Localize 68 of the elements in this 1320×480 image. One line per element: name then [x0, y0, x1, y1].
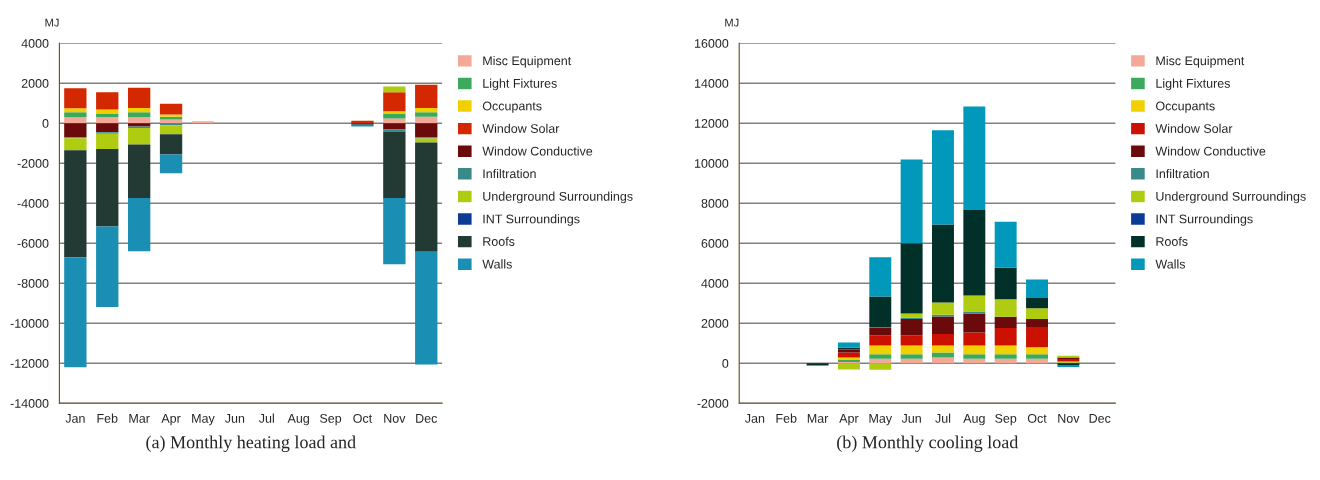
x-tick-label: Jun — [901, 414, 921, 423]
y-tick-label: 0 — [42, 119, 49, 128]
x-tick-label: Jul — [258, 413, 274, 423]
legend-label: Walls — [482, 259, 512, 269]
text: (a) Monthly heating load and — [146, 435, 356, 453]
legend-label: Underground Surroundings — [483, 191, 633, 204]
x-tick-label: Nov — [384, 414, 406, 423]
y-tick-label: -2000 — [17, 159, 49, 168]
x-tick-label: Aug — [963, 414, 985, 426]
y-tick-label: 6000 — [701, 239, 729, 248]
y-tick-label: 8000 — [701, 199, 729, 208]
legend-label: Occupants — [482, 101, 542, 113]
legend-label: Infiltration — [483, 168, 536, 179]
y-tick-label: -10000 — [10, 319, 49, 328]
y-tick-label: 14000 — [694, 79, 729, 88]
x-tick-label: Feb — [776, 413, 797, 423]
legend-label: Light Fixtures — [483, 78, 557, 91]
y-tick-label: -8000 — [17, 279, 49, 288]
y-tick-label: 4000 — [21, 39, 49, 48]
x-tick-label: May — [192, 414, 215, 426]
x-tick-label: Nov — [1058, 414, 1080, 423]
legend-label: Light Fixtures — [1156, 78, 1230, 91]
legend-label: Occupants — [1156, 101, 1215, 113]
x-tick-label: Dec — [416, 414, 438, 423]
y-tick-label: 10000 — [694, 159, 729, 168]
legend-label: Roofs — [483, 236, 515, 246]
x-tick-label: Oct — [353, 413, 373, 423]
x-tick-label: Oct — [1027, 413, 1047, 423]
y-tick-label: 0 — [722, 359, 729, 368]
x-tick-label: Feb — [97, 413, 118, 423]
x-tick-label: Jan — [65, 414, 85, 423]
y-axis-title: MJ — [45, 18, 59, 27]
x-tick-label: Mar — [129, 414, 150, 423]
x-tick-label: Sep — [320, 413, 342, 426]
y-tick-label: -4000 — [17, 199, 49, 208]
legend-label: Window Solar — [482, 123, 560, 133]
legend-label: Misc Equipment — [483, 56, 572, 68]
x-tick-label: Apr — [161, 414, 181, 426]
x-tick-label: Jul — [935, 413, 951, 423]
legend-label: INT Surroundings — [1156, 214, 1253, 226]
legend-label: INT Surroundings — [483, 214, 580, 226]
y-tick-label: -2000 — [697, 399, 729, 408]
y-tick-label: -12000 — [10, 359, 49, 368]
legend-label: Window Conductive — [1155, 146, 1266, 156]
y-tick-label: 16000 — [694, 39, 729, 48]
legend-label: Window Conductive — [482, 146, 593, 156]
legend-label: Underground Surroundings — [1156, 191, 1306, 204]
x-tick-label: Jan — [744, 414, 765, 423]
x-tick-label: Jun — [224, 414, 245, 423]
legend-label: Infiltration — [1156, 168, 1209, 179]
y-tick-label: -14000 — [10, 399, 49, 408]
x-tick-label: Dec — [1089, 414, 1111, 423]
y-tick-label: 2000 — [21, 79, 49, 88]
text: (b) Monthly cooling load — [837, 435, 1019, 453]
legend-label: Roofs — [1156, 236, 1188, 246]
x-tick-label: Mar — [807, 414, 829, 423]
legend-label: Window Solar — [1155, 123, 1233, 133]
x-tick-label: Sep — [995, 413, 1017, 426]
y-tick-label: -6000 — [17, 239, 49, 248]
x-tick-label: Aug — [287, 414, 309, 426]
legend-label: Walls — [1155, 259, 1186, 269]
y-tick-label: 2000 — [701, 319, 729, 328]
legend-label: Misc Equipment — [1156, 56, 1245, 68]
y-axis-title: MJ — [725, 18, 739, 27]
x-tick-label: Apr — [839, 414, 859, 426]
y-tick-label: 4000 — [701, 279, 729, 288]
x-tick-label: May — [869, 414, 893, 426]
y-tick-label: 12000 — [694, 119, 729, 128]
